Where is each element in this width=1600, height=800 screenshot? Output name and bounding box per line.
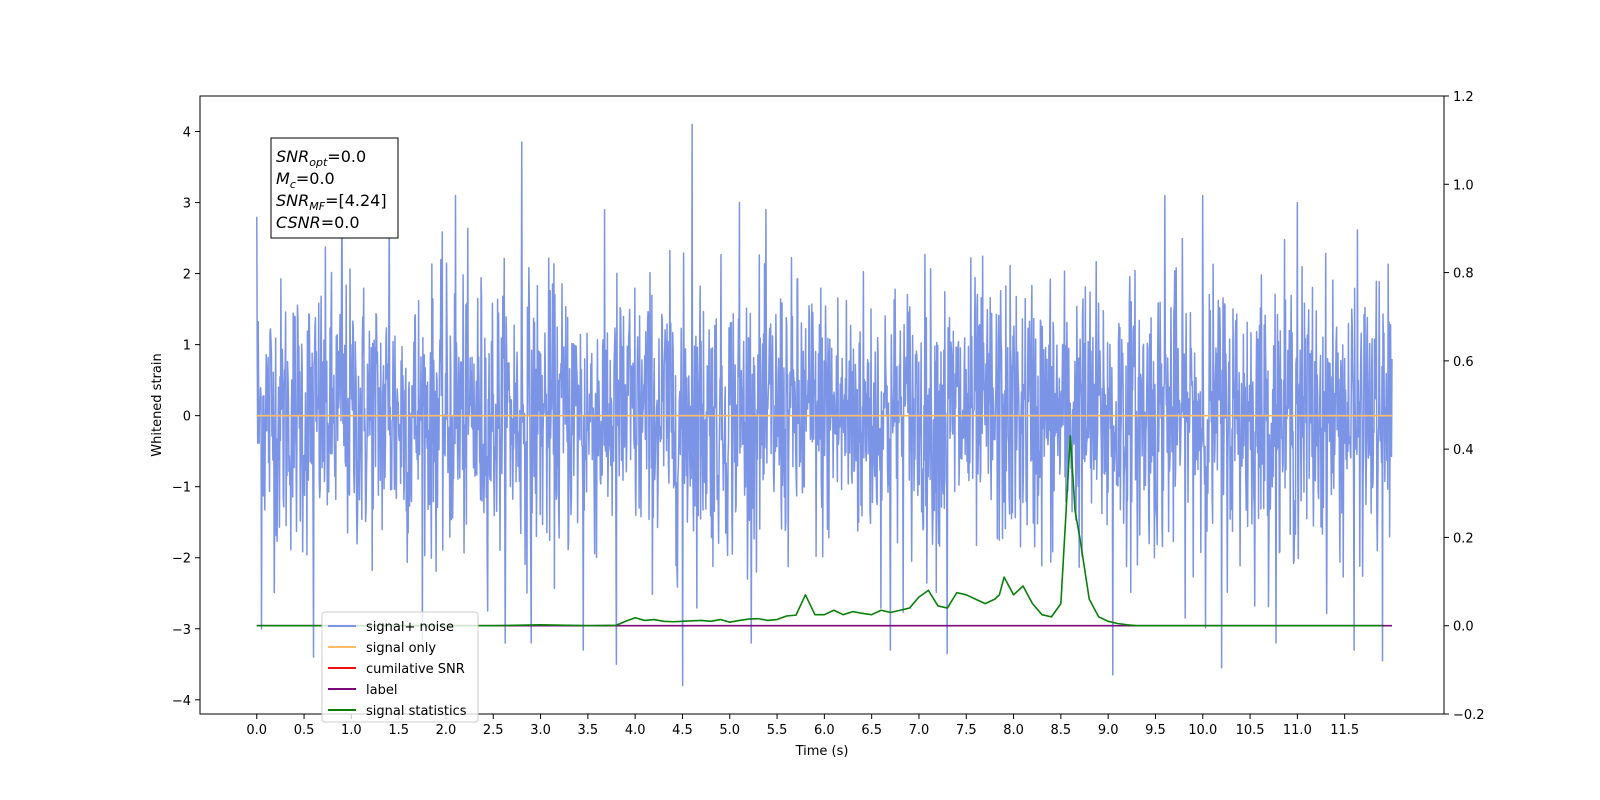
info-line: Mc=0.0	[276, 169, 335, 191]
legend-label: signal only	[366, 641, 436, 656]
left-y-tick-label: 3	[183, 197, 191, 212]
x-tick-label: 8.5	[1051, 723, 1072, 738]
right-y-tick-label: 0.4	[1453, 443, 1474, 458]
info-name: SNR	[276, 191, 309, 210]
x-tick-label: 1.5	[388, 723, 409, 738]
x-tick-label: 7.0	[909, 723, 930, 738]
x-tick-label: 7.5	[956, 723, 977, 738]
x-tick-label: 0.5	[294, 723, 315, 738]
info-name: M	[276, 169, 290, 188]
x-tick-label: 1.0	[341, 723, 362, 738]
legend-box	[321, 611, 479, 723]
x-axis-label: Time (s)	[795, 744, 849, 759]
x-tick-label: 6.0	[814, 723, 835, 738]
info-line: CSNR=0.0	[276, 213, 360, 232]
x-tick-label: 11.0	[1283, 723, 1312, 738]
left-y-tick-label: 0	[183, 410, 191, 425]
left-y-tick-label: −1	[172, 481, 191, 496]
legend-label: label	[366, 683, 397, 698]
x-tick-label: 9.0	[1098, 723, 1119, 738]
info-box-frame	[270, 137, 399, 239]
legend: signal+ noise signal only cumilative SNR la…	[321, 611, 479, 723]
legend-label: signal statistics	[366, 704, 467, 719]
right-y-tick-label: 0.8	[1453, 267, 1474, 282]
legend-label: signal+ noise	[366, 620, 454, 635]
info-line: SNRMF=[4.24]	[276, 191, 387, 213]
right-y-axis-ticks: 1.2 1.0 0.8 0.6 0.4 0.2 0.0 −0.2	[1444, 90, 1485, 723]
info-value: =[4.24]	[325, 191, 387, 210]
right-y-tick-label: 1.0	[1453, 178, 1474, 193]
x-tick-label: 2.5	[483, 723, 504, 738]
left-y-axis-ticks: 4 3 2 1 0 −1 −2 −3 −4	[172, 126, 200, 709]
left-y-tick-label: 2	[183, 268, 191, 283]
x-tick-label: 3.5	[578, 723, 599, 738]
info-line: SNRopt=0.0	[276, 147, 366, 169]
x-tick-label: 5.0	[719, 723, 740, 738]
left-y-tick-label: 1	[183, 339, 191, 354]
info-value: =0.0	[321, 213, 360, 232]
x-tick-label: 2.0	[436, 723, 457, 738]
info-value: =0.0	[296, 169, 335, 188]
series-signal-statistics-line	[256, 435, 1383, 627]
x-tick-label: 4.0	[625, 723, 646, 738]
left-y-tick-label: −3	[172, 623, 191, 638]
left-y-tick-label: −2	[172, 552, 191, 567]
right-y-tick-label: −0.2	[1453, 708, 1485, 723]
info-name: CSNR	[276, 213, 321, 232]
legend-label: cumilative SNR	[366, 662, 465, 677]
x-tick-label: 0.0	[246, 723, 267, 738]
right-y-tick-label: 0.2	[1453, 531, 1474, 546]
x-tick-label: 6.5	[861, 723, 882, 738]
right-y-tick-label: 1.2	[1453, 90, 1474, 105]
left-y-tick-label: 4	[183, 126, 191, 141]
info-name: SNR	[276, 147, 309, 166]
x-tick-label: 10.0	[1188, 723, 1217, 738]
right-y-tick-label: 0.6	[1453, 355, 1474, 370]
x-tick-label: 8.0	[1003, 723, 1024, 738]
x-tick-label: 9.5	[1145, 723, 1166, 738]
y-axis-label: Whitened strain	[150, 353, 165, 456]
plot-frame	[199, 95, 1445, 715]
x-tick-label: 10.5	[1236, 723, 1265, 738]
right-y-tick-label: 0.0	[1453, 620, 1474, 635]
x-axis-ticks: 0.0 0.5 1.0 1.5 2.0 2.5 3.0 3.5 4.0 4.5 5.0 5.5 6.0 6…	[246, 714, 1359, 738]
info-value: =0.0	[327, 147, 366, 166]
x-tick-label: 5.5	[767, 723, 788, 738]
x-tick-label: 4.5	[672, 723, 693, 738]
info-subscript: c	[290, 178, 296, 191]
series-signal-noise-line	[256, 123, 1393, 687]
info-subscript: MF	[309, 200, 325, 213]
left-y-tick-label: −4	[172, 694, 191, 709]
x-tick-label: 3.0	[530, 723, 551, 738]
x-tick-label: 11.5	[1330, 723, 1359, 738]
info-subscript: opt	[309, 156, 328, 169]
